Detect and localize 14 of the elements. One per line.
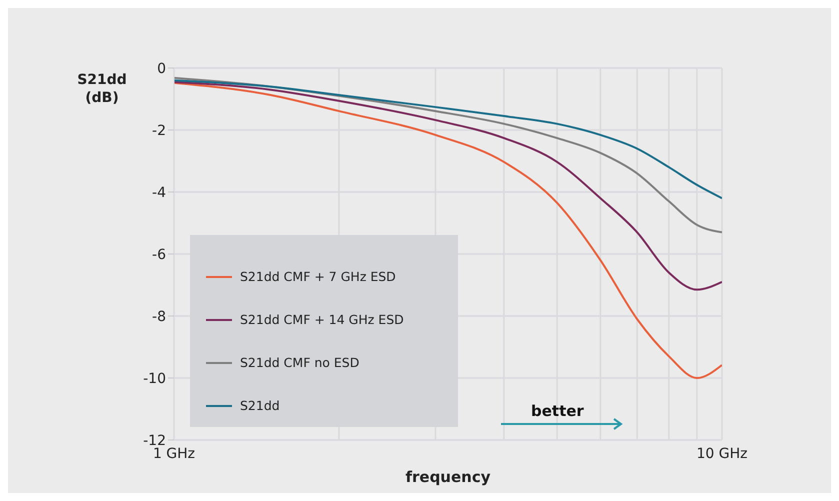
y-tick-label: -10	[143, 370, 166, 387]
y-tick-label: -4	[152, 184, 166, 201]
annotation: better	[531, 402, 584, 420]
y-tick-label: -8	[152, 308, 166, 325]
legend-label: S21dd CMF + 7 GHz ESD	[240, 269, 396, 284]
y-tick-label: -6	[152, 246, 166, 263]
x-axis-title: frequency	[405, 468, 491, 486]
y-tick-label: 0	[157, 60, 166, 77]
legend-label: S21dd CMF no ESD	[240, 355, 360, 370]
legend-label: S21dd CMF + 14 GHz ESD	[240, 312, 404, 327]
legend-label: S21dd	[240, 398, 280, 413]
x-tick-label: 10 GHz	[696, 446, 748, 462]
y-tick-label: -2	[152, 122, 166, 139]
y-axis-title: S21dd (dB)	[77, 72, 127, 106]
